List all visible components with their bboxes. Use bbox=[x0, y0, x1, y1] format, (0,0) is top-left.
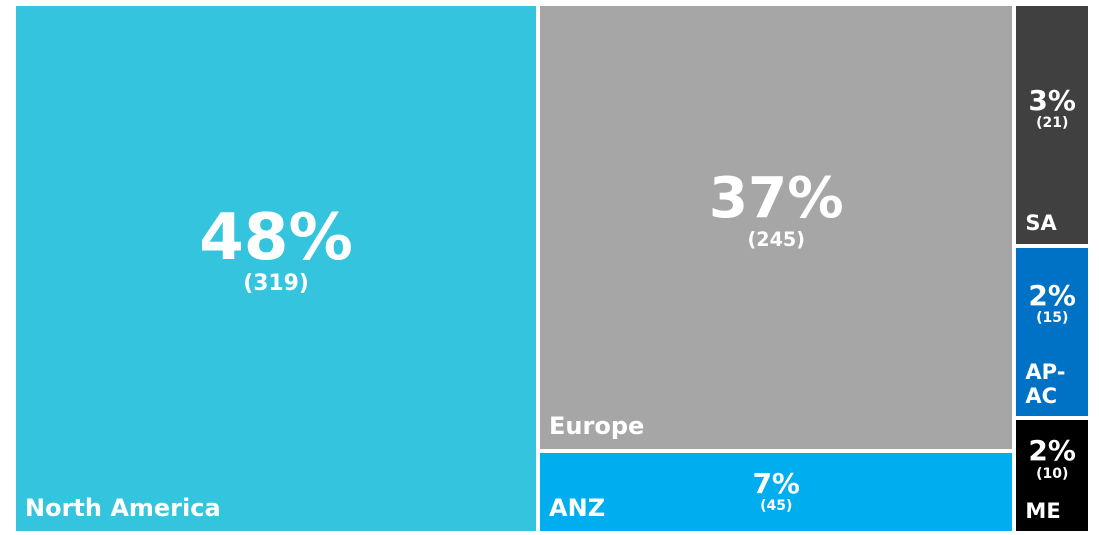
percent-label: 48% bbox=[199, 199, 353, 275]
tile: 48% (319) North America bbox=[16, 6, 537, 531]
percent-label: 7% bbox=[752, 466, 800, 500]
category-label: ANZ bbox=[549, 494, 606, 523]
percent-label: 37% bbox=[708, 165, 844, 231]
count-label: (45) bbox=[760, 498, 793, 515]
category-label: ME bbox=[1025, 498, 1061, 523]
tile: 2% (15) AP-AC bbox=[1016, 247, 1088, 416]
category-label: North America bbox=[25, 494, 221, 523]
tile: 3% (21) SA bbox=[1016, 6, 1088, 244]
tile-content: 2% (10) bbox=[1016, 420, 1088, 499]
tile-content: 7% (45) bbox=[540, 453, 1012, 531]
percent-label: 2% bbox=[1028, 278, 1076, 312]
percent-label: 3% bbox=[1028, 83, 1076, 117]
tile: 37% (245) Europe bbox=[540, 6, 1013, 449]
tile-content: 3% (21) bbox=[1016, 6, 1088, 211]
count-label: (21) bbox=[1036, 114, 1069, 131]
count-label: (319) bbox=[243, 271, 309, 297]
count-label: (15) bbox=[1036, 309, 1069, 326]
category-label: Europe bbox=[549, 412, 645, 441]
tile-content: 37% (245) bbox=[540, 6, 1012, 413]
category-label: AP-AC bbox=[1025, 359, 1066, 408]
count-label: (10) bbox=[1036, 465, 1069, 482]
count-label: (245) bbox=[747, 227, 805, 251]
category-label: SA bbox=[1025, 211, 1057, 236]
tile-content: 48% (319) bbox=[16, 6, 536, 495]
tile: 7% (45) ANZ bbox=[540, 452, 1013, 531]
tile: 2% (10) ME bbox=[1016, 420, 1088, 531]
percent-label: 2% bbox=[1028, 434, 1076, 468]
tile-content: 2% (15) bbox=[1016, 248, 1088, 360]
